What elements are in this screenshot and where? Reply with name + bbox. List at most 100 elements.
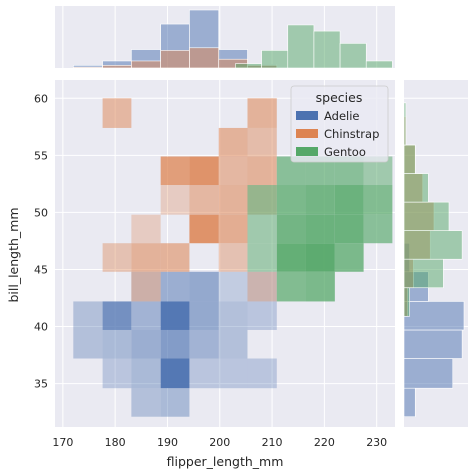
histogram-bar [73, 66, 103, 69]
heatmap-cell [102, 243, 132, 272]
heatmap-cell [160, 156, 190, 186]
heatmap-cell [218, 156, 248, 186]
heatmap-cell [160, 243, 190, 272]
y-tick-label: 60 [34, 92, 48, 105]
heatmap-cell [189, 358, 219, 389]
y-tick-label: 50 [34, 206, 48, 219]
heatmap-cell [131, 358, 161, 389]
heatmap-cell [160, 271, 190, 302]
histogram-bar [403, 287, 410, 317]
x-tick-label: 200 [209, 436, 230, 449]
top-marginal-panel [55, 6, 395, 69]
histogram-bar [403, 387, 416, 418]
heatmap-cell [218, 185, 248, 215]
y-axis-label: bill_length_mm [6, 207, 21, 302]
x-axis-label: flipper_length_mm [167, 454, 284, 469]
series-gentoo [247, 156, 393, 302]
heatmap-cell [189, 214, 219, 244]
heatmap-cell [160, 358, 190, 389]
heatmap-cell [218, 127, 248, 157]
heatmap-cell [131, 271, 161, 302]
histogram-bar [403, 102, 407, 146]
histogram-bar [235, 63, 262, 69]
histogram-bar [403, 301, 465, 331]
heatmap-cell [218, 358, 248, 389]
histogram-bar [189, 47, 220, 69]
heatmap-cell [102, 358, 132, 389]
histogram-bar [403, 329, 463, 359]
heatmap-cell [334, 214, 364, 244]
heatmap-cell [102, 301, 132, 330]
histogram-bar [131, 60, 161, 69]
histogram-bar [403, 258, 444, 289]
heatmap-cell [189, 271, 219, 302]
legend-entry-gentoo: Gentoo [296, 145, 366, 159]
legend-label: Adelie [324, 109, 360, 123]
right-hist-gentoo [403, 102, 463, 317]
histogram-bar [365, 60, 393, 69]
legend-title: species [316, 90, 363, 105]
histogram-bar [287, 24, 315, 69]
heatmap-cell [218, 301, 248, 330]
heatmap-cell [218, 214, 248, 244]
heatmap-cell [247, 271, 277, 302]
histogram-bar [160, 50, 190, 69]
heatmap-cell [189, 185, 219, 215]
heatmap-cell [247, 271, 277, 302]
heatmap-cell [131, 301, 161, 330]
heatmap-cell [160, 301, 190, 330]
heatmap-cell [334, 185, 364, 215]
heatmap-cell [247, 185, 277, 215]
heatmap-cell [305, 243, 335, 272]
y-tick-label: 45 [34, 263, 48, 276]
heatmap-cell [363, 185, 393, 215]
series-adelie [73, 271, 277, 417]
heatmap-cell [334, 243, 364, 272]
heatmap-cell [189, 301, 219, 330]
heatmap-cell [73, 301, 103, 330]
heatmap-cell [189, 329, 219, 359]
heatmap-cell [247, 243, 277, 272]
legend: species Adelie Chinstrap Gentoo [290, 85, 389, 163]
histogram-bar [403, 230, 463, 260]
legend-box [290, 85, 389, 163]
series-chinstrap [102, 98, 277, 302]
heatmap-cell [218, 243, 248, 272]
heatmap-cell [102, 329, 132, 359]
histogram-bar [403, 173, 429, 203]
x-tick-label: 190 [157, 436, 178, 449]
x-tick-label: 180 [105, 436, 126, 449]
heatmap-cell [305, 185, 335, 215]
legend-swatch [296, 147, 318, 156]
heatmap-cell [247, 358, 277, 389]
heatmap-cell [131, 271, 161, 302]
histogram-bar [403, 358, 454, 389]
right-marginal-panel [403, 80, 468, 427]
heatmap-cell [276, 214, 306, 244]
heatmap-cell [305, 214, 335, 244]
y-tick-label: 55 [34, 149, 48, 162]
heatmap-cell [218, 329, 248, 359]
y-tick-label: 40 [34, 321, 48, 334]
histogram-bar [403, 144, 416, 174]
x-tick-label: 210 [262, 436, 283, 449]
legend-swatch [296, 111, 318, 120]
legend-swatch [296, 129, 318, 138]
heatmap-cell [160, 329, 190, 359]
legend-label: Gentoo [324, 145, 366, 159]
y-tick-label: 35 [34, 378, 48, 391]
heatmap-cell [276, 185, 306, 215]
heatmap-cell [131, 329, 161, 359]
heatmap-cell [189, 156, 219, 186]
histogram-bar [313, 30, 341, 69]
heatmap-cell [247, 127, 277, 157]
heatmap-cell [276, 271, 306, 302]
heatmap-cell [131, 214, 161, 244]
legend-label: Chinstrap [324, 127, 379, 141]
x-tick-label: 230 [366, 436, 387, 449]
legend-entry-chinstrap: Chinstrap [296, 127, 379, 141]
heatmap-cell [218, 271, 248, 302]
heatmap-cell [247, 156, 277, 186]
histogram-bar [102, 65, 132, 69]
